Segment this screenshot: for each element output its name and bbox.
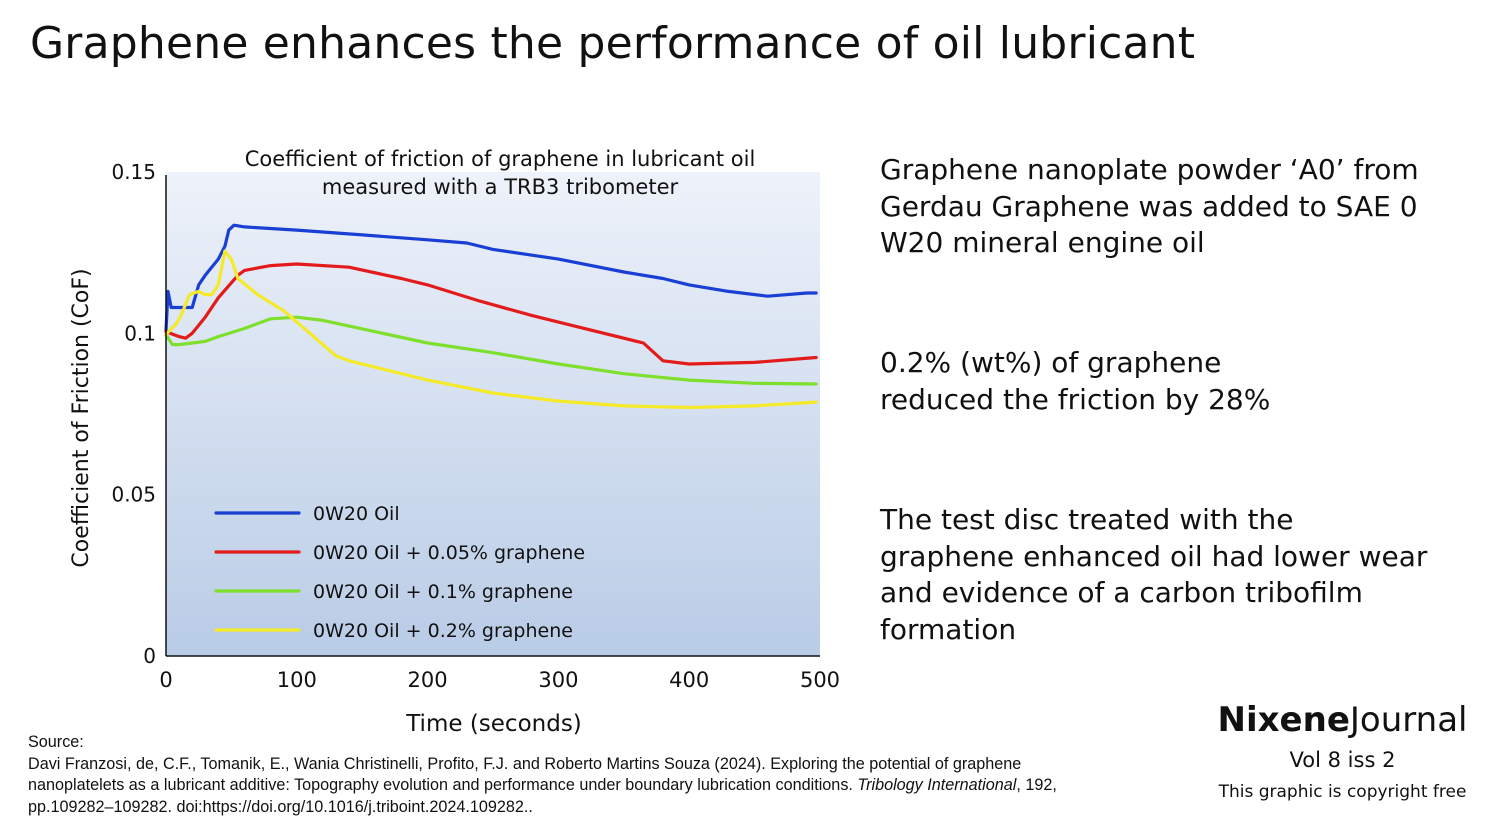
x-axis-label: Time (seconds) [405,711,582,737]
source-doi: , 192, pp.109282–109282. doi:https://doi… [28,776,1057,816]
x-tick-label: 0 [159,668,172,692]
chart-title-line-2: measured with a TRB3 tribometer [322,175,679,199]
note-line: and evidence of a carbon tribofilm [880,576,1363,609]
note-graphene-source: Graphene nanoplate powder ‘A0’ from Gerd… [880,152,1460,262]
x-tick-label: 200 [408,668,448,692]
x-tick-label: 400 [669,668,709,692]
legend-label: 0W20 Oil [313,503,400,525]
note-line: reduced the friction by 28% [880,382,1271,416]
plot-area [166,172,820,656]
source-text: Davi Franzosi, de, C.F., Tomanik, E., Wa… [28,754,1118,819]
series-line-3 [164,315,818,386]
brand-name-regular: Journal [1349,700,1468,740]
legend-label: 0W20 Oil + 0.1% graphene [313,581,573,603]
x-tick-label: 500 [800,668,840,692]
brand-issue: Vol 8 iss 2 [1289,748,1396,772]
note-line: The test disc treated with the [880,503,1294,536]
note-line: 0.2% (wt%) of graphene [880,346,1222,379]
chart-title-line-1: Coefficient of friction of graphene in l… [245,147,756,171]
x-tick-label: 100 [277,668,317,692]
note-line: graphene enhanced oil had lower wear [880,539,1428,573]
legend-label: 0W20 Oil + 0.2% graphene [313,620,573,642]
source-authors: Davi Franzosi, de, C.F., Tomanik, E., Wa… [28,754,1022,795]
x-tick-label: 300 [538,668,578,692]
copyright-note: This graphic is copyright free [1218,782,1467,802]
legend: 0W20 Oil 0W20 Oil + 0.05% graphene 0W20 Oi… [214,503,585,642]
source-citation: Source: Davi Franzosi, de, C.F., Tomanik… [28,732,1118,818]
note-line: Graphene nanoplate powder ‘A0’ from [880,153,1419,186]
y-axis-label: Coefficient of Friction (CoF) [69,268,94,567]
source-label: Source: [28,733,84,751]
source-journal: Tribology International [857,776,1017,794]
note-line: W20 mineral engine oil [880,226,1205,259]
brand-logo: NixeneJournal [1210,700,1475,740]
legend-label: 0W20 Oil + 0.05% graphene [313,542,585,564]
note-line: formation [880,612,1017,646]
y-tick-label: 0.15 [111,160,156,184]
y-tick-label: 0 [143,644,156,668]
brand-block: NixeneJournal Vol 8 iss 2 This graphic i… [1210,700,1475,802]
y-tick-label: 0.1 [124,321,156,345]
series-line-4 [164,249,818,410]
friction-line-chart: Coefficient of friction of graphene in l… [69,147,840,737]
note-line: Gerdau Graphene was added to SAE 0 [880,189,1418,223]
series-line-2 [164,262,818,366]
brand-name-bold: Nixene [1217,700,1350,740]
page-title: Graphene enhances the performance of oil… [30,18,1196,69]
y-tick-label: 0.05 [111,483,156,507]
note-friction-reduction: 0.2% (wt%) of graphene reduced the frict… [880,345,1460,418]
note-wear-result: The test disc treated with the graphene … [880,502,1460,648]
